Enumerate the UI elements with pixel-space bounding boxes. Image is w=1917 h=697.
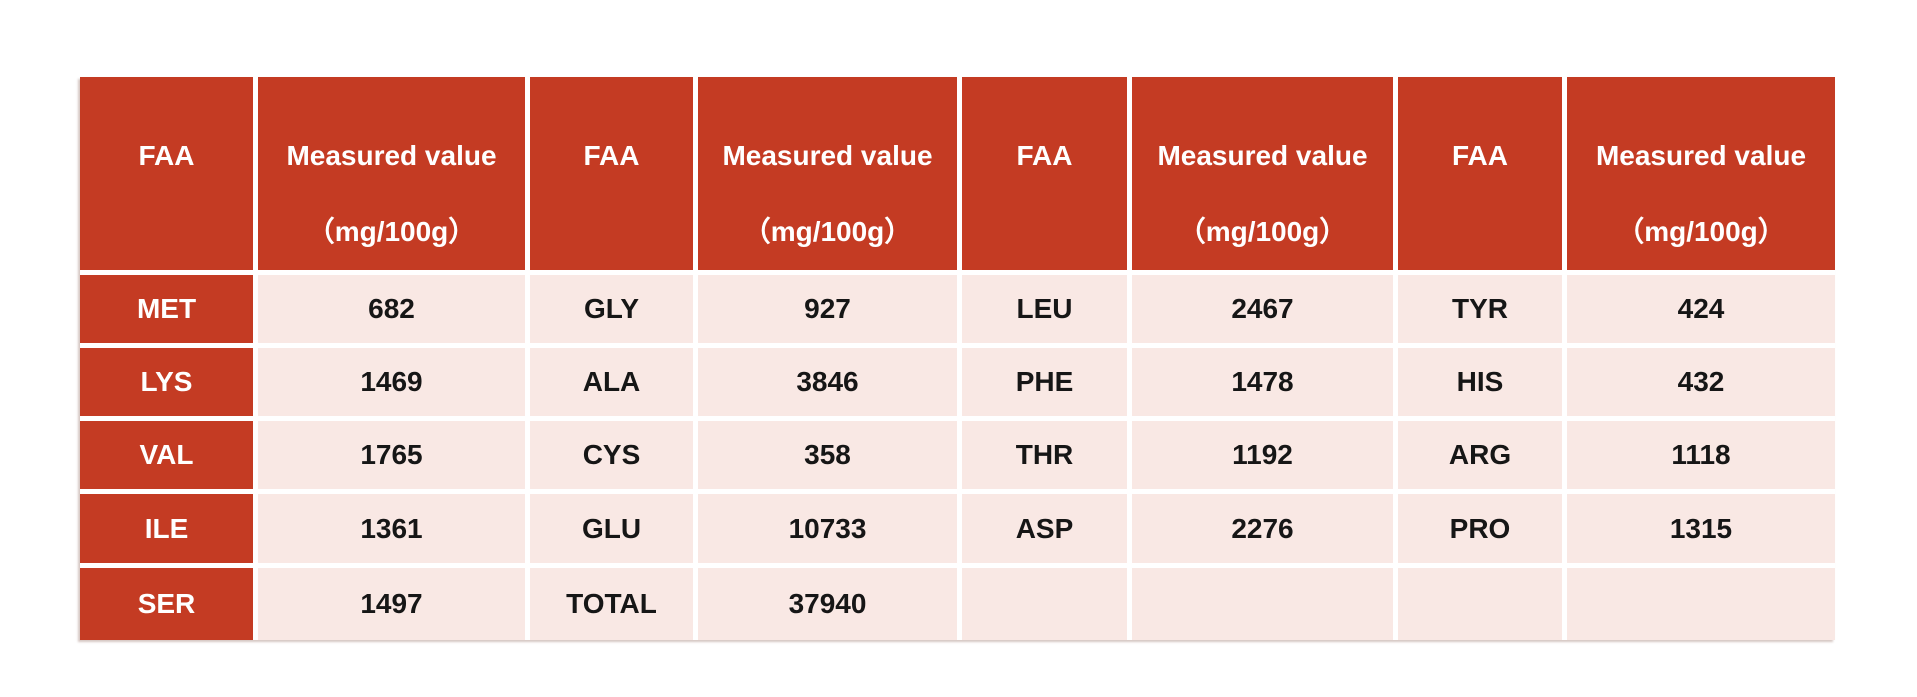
measured-value-cell: 1469 bbox=[258, 348, 525, 416]
measured-value-label: Measured value bbox=[1157, 139, 1368, 171]
measured-value-column-header: Measured value （mg/100g） bbox=[1567, 77, 1835, 270]
faa-name-cell: ALA bbox=[530, 348, 693, 416]
faa-name-cell: PRO bbox=[1398, 494, 1562, 563]
measured-value-cell: 1478 bbox=[1132, 348, 1393, 416]
faa-name-cell: HIS bbox=[1398, 348, 1562, 416]
measured-value-column-header: Measured value （mg/100g） bbox=[258, 77, 525, 270]
faa-column-header: FAA bbox=[1398, 77, 1562, 270]
faa-name-cell: LYS bbox=[80, 348, 253, 416]
faa-name-cell: GLU bbox=[530, 494, 693, 563]
faa-column-header: FAA bbox=[80, 77, 253, 270]
empty-cell bbox=[1132, 568, 1393, 640]
faa-name-cell: PHE bbox=[962, 348, 1127, 416]
faa-table: FAA Measured value （mg/100g） FAA Measure… bbox=[80, 77, 1835, 640]
measured-value-cell: 1192 bbox=[1132, 421, 1393, 489]
empty-cell bbox=[962, 568, 1127, 640]
faa-name-cell: ILE bbox=[80, 494, 253, 563]
faa-name-cell: ASP bbox=[962, 494, 1127, 563]
empty-cell bbox=[1398, 568, 1562, 640]
measured-value-cell: 358 bbox=[698, 421, 957, 489]
faa-name-cell: TOTAL bbox=[530, 568, 693, 640]
measured-value-column-header: Measured value （mg/100g） bbox=[698, 77, 957, 270]
measured-value-cell: 10733 bbox=[698, 494, 957, 563]
measured-value-cell: 1765 bbox=[258, 421, 525, 489]
unit-label: （mg/100g） bbox=[1616, 215, 1786, 247]
faa-name-cell: VAL bbox=[80, 421, 253, 489]
faa-column-header: FAA bbox=[530, 77, 693, 270]
faa-name-cell: SER bbox=[80, 568, 253, 640]
measured-value-label: Measured value bbox=[1595, 139, 1807, 171]
measured-value-cell: 682 bbox=[258, 275, 525, 343]
measured-value-label: Measured value bbox=[286, 139, 497, 171]
unit-label: （mg/100g） bbox=[742, 215, 913, 247]
faa-name-cell: GLY bbox=[530, 275, 693, 343]
faa-name-cell: THR bbox=[962, 421, 1127, 489]
measured-value-cell: 1361 bbox=[258, 494, 525, 563]
faa-name-cell: ARG bbox=[1398, 421, 1562, 489]
measured-value-cell: 424 bbox=[1567, 275, 1835, 343]
measured-value-cell: 1497 bbox=[258, 568, 525, 640]
measured-value-cell: 2467 bbox=[1132, 275, 1393, 343]
faa-name-cell: CYS bbox=[530, 421, 693, 489]
unit-label: （mg/100g） bbox=[306, 215, 477, 247]
measured-value-cell: 432 bbox=[1567, 348, 1835, 416]
measured-value-cell: 3846 bbox=[698, 348, 957, 416]
measured-value-cell: 927 bbox=[698, 275, 957, 343]
measured-value-cell: 37940 bbox=[698, 568, 957, 640]
faa-name-cell: MET bbox=[80, 275, 253, 343]
measured-value-cell: 1315 bbox=[1567, 494, 1835, 563]
faa-name-cell: LEU bbox=[962, 275, 1127, 343]
faa-name-cell: TYR bbox=[1398, 275, 1562, 343]
faa-column-header: FAA bbox=[962, 77, 1127, 270]
measured-value-column-header: Measured value （mg/100g） bbox=[1132, 77, 1393, 270]
measured-value-cell: 1118 bbox=[1567, 421, 1835, 489]
measured-value-label: Measured value bbox=[722, 139, 933, 171]
unit-label: （mg/100g） bbox=[1177, 215, 1348, 247]
empty-cell bbox=[1567, 568, 1835, 640]
measured-value-cell: 2276 bbox=[1132, 494, 1393, 563]
